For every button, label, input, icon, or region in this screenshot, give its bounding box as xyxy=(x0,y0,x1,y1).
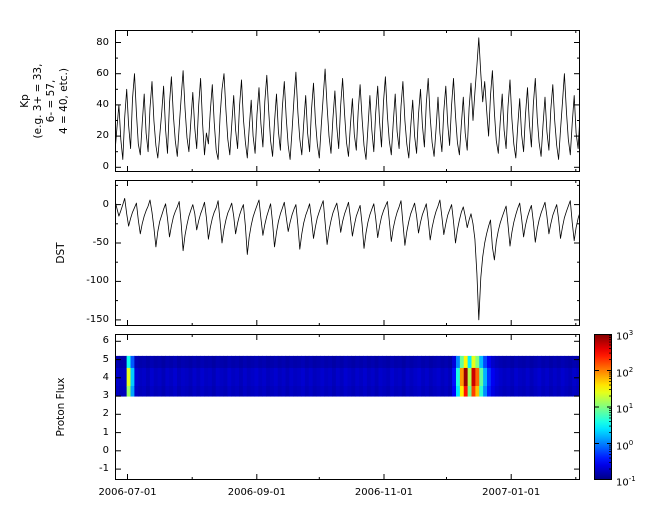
x-tick-label: 2006-11-01 xyxy=(354,487,414,498)
colorbar-tick-label: 100 xyxy=(616,438,634,452)
proton-flux-axis-label: Proton Flux xyxy=(55,377,67,437)
y-tick-label: -50 xyxy=(92,237,109,248)
y-tick-label: 0 xyxy=(102,198,109,210)
colorbar xyxy=(594,334,612,480)
y-tick-label: 40 xyxy=(96,98,109,110)
y-tick-label: -1 xyxy=(99,463,109,475)
y-tick-label: -150 xyxy=(86,313,109,325)
y-tick-label: -100 xyxy=(86,275,109,287)
y-tick-label: 5 xyxy=(102,353,109,365)
kp-panel-plot xyxy=(115,30,580,172)
kp-axis-label-line: Kp xyxy=(19,94,31,108)
y-tick-label: 3 xyxy=(102,390,109,402)
x-tick-label: 2006-09-01 xyxy=(227,487,286,498)
y-tick-label: 80 xyxy=(96,36,109,48)
colorbar-tick-label: 102 xyxy=(616,365,634,379)
kp-series xyxy=(115,37,580,160)
dst-axis-label: DST xyxy=(55,242,67,264)
y-tick-label: 6 xyxy=(102,335,109,347)
y-tick-label: 1 xyxy=(102,426,109,438)
spectrogram-columns xyxy=(115,355,580,397)
y-tick-label: 2 xyxy=(102,408,109,420)
x-tick-label: 2006-07-01 xyxy=(98,487,157,498)
kp-axis-label-line: 4 = 40, etc.) xyxy=(58,68,70,134)
y-tick-label: 0 xyxy=(102,444,109,456)
x-tick-label: 2007-01-01 xyxy=(482,487,541,498)
colorbar-tick-label: 10-1 xyxy=(616,475,636,489)
y-tick-label: 4 xyxy=(102,371,109,383)
y-tick-label: 20 xyxy=(96,130,109,142)
kp-axis-label-line: 6- = 57, xyxy=(45,79,57,123)
dst-series xyxy=(115,197,580,321)
dst-panel-plot xyxy=(115,180,580,326)
colorbar-tick-label: 103 xyxy=(616,329,634,343)
colorbar-tick-label: 101 xyxy=(616,402,634,416)
kp-axis-label: Kp (e.g. 3+ = 33, 6- = 57, 4 = 40, etc.) xyxy=(19,46,71,156)
y-tick-label: 60 xyxy=(96,67,109,79)
kp-axis-label-line: (e.g. 3+ = 33, xyxy=(32,63,44,139)
proton-flux-spectrogram xyxy=(115,334,580,480)
y-tick-label: 0 xyxy=(102,161,109,173)
